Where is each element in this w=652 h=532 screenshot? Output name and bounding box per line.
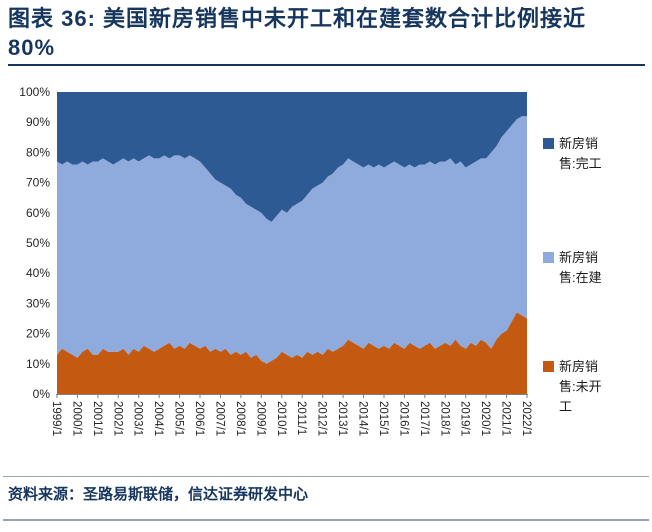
source-divider-top	[3, 476, 649, 477]
x-tick-label: 2004/1	[152, 401, 164, 436]
area-not-started	[57, 312, 527, 394]
x-tick-label: 2009/1	[254, 401, 266, 436]
x-tick-label: 2019/1	[459, 401, 471, 436]
y-tick-label: 60%	[26, 206, 50, 220]
title-divider	[8, 64, 645, 66]
legend-swatch-under-construction	[543, 252, 554, 263]
y-tick-label: 20%	[26, 327, 50, 341]
legend-swatch-completed	[543, 138, 554, 149]
x-tick-label: 2001/1	[91, 401, 103, 436]
legend-swatch-not-started	[543, 361, 554, 372]
y-tick-label: 90%	[26, 115, 50, 129]
legend-item-completed: 新房销售:完工	[543, 134, 609, 174]
x-tick-label: 2017/1	[418, 401, 430, 436]
source-divider-bottom	[3, 519, 649, 521]
x-tick-label: 2006/1	[193, 401, 205, 436]
y-tick-label: 80%	[26, 145, 50, 159]
x-tick-label: 2011/1	[295, 401, 307, 435]
x-tick-label: 2002/1	[111, 401, 123, 436]
y-tick-label: 10%	[26, 357, 50, 371]
figure-title: 图表 36: 美国新房销售中未开工和在建套数合计比例接近 80%	[8, 4, 648, 62]
legend-label-completed: 新房销售:完工	[559, 136, 602, 171]
legend-label-under-construction: 新房销售:在建	[559, 250, 602, 285]
x-tick-label: 2015/1	[377, 401, 389, 436]
x-tick-label: 2021/1	[500, 401, 512, 436]
stacked-area-chart: 0% 10% 20% 30% 40% 50% 60% 70% 80% 90% 100% 1999/1 2…	[19, 85, 532, 436]
x-tick-label: 2018/1	[438, 401, 450, 436]
x-tick-label: 2005/1	[173, 401, 185, 436]
figure-title-line1: 图表 36: 美国新房销售中未开工和在建套数合计比例接近	[8, 6, 587, 31]
area-under-construction	[57, 116, 527, 364]
x-tick-label: 2000/1	[70, 401, 82, 436]
x-tick-label: 2007/1	[214, 401, 226, 436]
y-tick-label: 30%	[26, 296, 50, 310]
x-tick-label: 2020/1	[479, 401, 491, 436]
x-tick-label: 2012/1	[316, 401, 328, 436]
legend-label-not-started: 新房销售:未开工	[559, 359, 602, 414]
source-text: 资料来源：圣路易斯联储，信达证券研发中心	[8, 487, 309, 503]
y-tick-label: 40%	[26, 266, 50, 280]
x-tick-label: 2014/1	[357, 401, 369, 436]
x-tick-label: 2003/1	[132, 401, 144, 436]
x-tick-label: 1999/1	[50, 401, 62, 436]
y-tick-label: 50%	[26, 236, 50, 250]
figure-title-line2: 80%	[8, 35, 56, 60]
x-tick-label: 2013/1	[336, 401, 348, 436]
area-completed	[57, 92, 527, 222]
x-tick-label: 2022/1	[520, 401, 532, 436]
y-tick-label: 0%	[33, 387, 51, 401]
x-tick-label: 2008/1	[234, 401, 246, 436]
legend-item-under-construction: 新房销售:在建	[543, 248, 609, 288]
x-tick-label: 2010/1	[275, 401, 287, 436]
x-tick-label: 2016/1	[397, 401, 409, 436]
y-tick-label: 100%	[19, 85, 50, 99]
legend-item-not-started: 新房销售:未开工	[543, 357, 609, 417]
y-tick-label: 70%	[26, 176, 50, 190]
